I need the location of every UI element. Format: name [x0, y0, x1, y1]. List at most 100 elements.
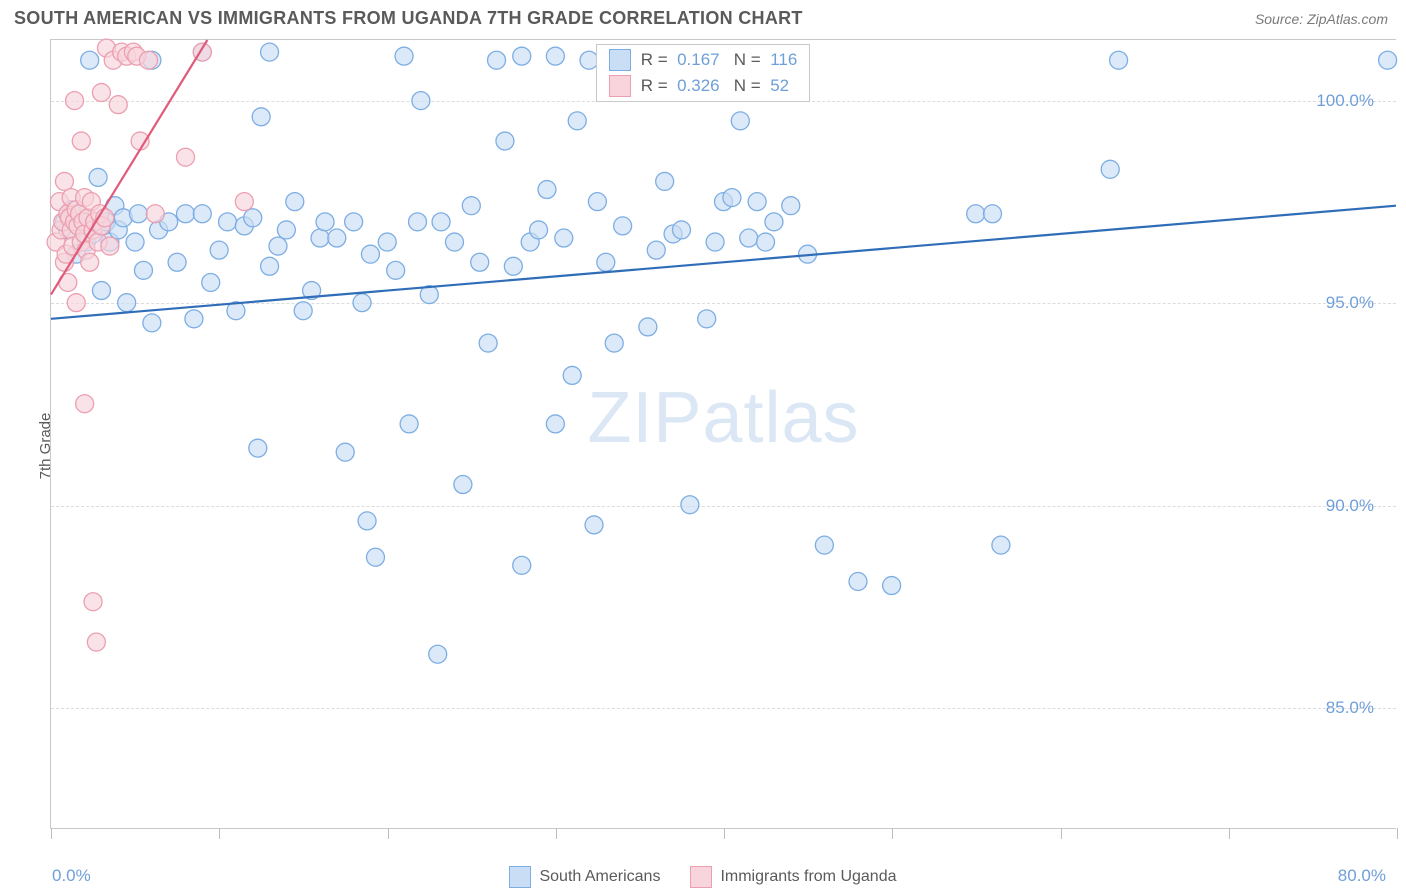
data-point	[261, 43, 279, 61]
stats-row: R = 0.326 N = 52	[597, 73, 810, 99]
data-point	[219, 213, 237, 231]
data-point	[731, 112, 749, 130]
data-point	[614, 217, 632, 235]
chart-title: SOUTH AMERICAN VS IMMIGRANTS FROM UGANDA…	[14, 8, 803, 29]
data-point	[412, 92, 430, 110]
x-tick	[388, 828, 389, 839]
data-point	[202, 273, 220, 291]
x-tick	[1397, 828, 1398, 839]
data-point	[361, 245, 379, 263]
data-point	[84, 593, 102, 611]
data-point	[92, 282, 110, 300]
data-point	[400, 415, 418, 433]
data-point	[177, 148, 195, 166]
data-point	[129, 205, 147, 223]
source-label: Source: ZipAtlas.com	[1255, 11, 1388, 27]
data-point	[1379, 51, 1397, 69]
data-point	[126, 233, 144, 251]
data-point	[883, 577, 901, 595]
data-point	[76, 395, 94, 413]
data-point	[471, 253, 489, 271]
data-point	[538, 181, 556, 199]
data-point	[345, 213, 363, 231]
data-point	[269, 237, 287, 255]
data-point	[782, 197, 800, 215]
legend-item: Immigrants from Uganda	[690, 866, 896, 888]
data-point	[605, 334, 623, 352]
legend-swatch	[690, 866, 712, 888]
data-point	[504, 257, 522, 275]
data-point	[765, 213, 783, 231]
data-point	[555, 229, 573, 247]
chart-plot-area: 85.0%90.0%95.0%100.0% ZIPatlas R = 0.167…	[50, 39, 1396, 829]
legend-item: South Americans	[509, 866, 660, 888]
data-point	[143, 314, 161, 332]
data-point	[479, 334, 497, 352]
data-point	[185, 310, 203, 328]
data-point	[815, 536, 833, 554]
data-point	[639, 318, 657, 336]
data-point	[277, 221, 295, 239]
data-point	[656, 172, 674, 190]
data-point	[72, 132, 90, 150]
data-point	[698, 310, 716, 328]
data-point	[261, 257, 279, 275]
data-point	[563, 366, 581, 384]
data-point	[366, 548, 384, 566]
x-tick	[1229, 828, 1230, 839]
data-point	[286, 193, 304, 211]
data-point	[55, 172, 73, 190]
data-point	[409, 213, 427, 231]
data-point	[387, 261, 405, 279]
data-point	[454, 476, 472, 494]
x-tick	[556, 828, 557, 839]
data-point	[66, 92, 84, 110]
data-point	[101, 237, 119, 255]
data-point	[252, 108, 270, 126]
series-swatch	[609, 49, 631, 71]
data-point	[87, 633, 105, 651]
data-point	[530, 221, 548, 239]
data-point	[429, 645, 447, 663]
stats-legend-box: R = 0.167 N = 116 R = 0.326 N = 52	[596, 44, 811, 102]
data-point	[109, 96, 127, 114]
stats-text: R = 0.167 N = 116	[641, 50, 798, 70]
data-point	[378, 233, 396, 251]
data-point	[244, 209, 262, 227]
data-point	[395, 47, 413, 65]
data-point	[81, 51, 99, 69]
data-point	[992, 536, 1010, 554]
data-point	[723, 189, 741, 207]
data-point	[967, 205, 985, 223]
x-tick	[892, 828, 893, 839]
legend-swatch	[509, 866, 531, 888]
data-point	[294, 302, 312, 320]
data-point	[513, 556, 531, 574]
data-point	[177, 205, 195, 223]
data-point	[67, 294, 85, 312]
data-point	[249, 439, 267, 457]
data-point	[358, 512, 376, 530]
data-point	[140, 51, 158, 69]
legend-label: South Americans	[539, 868, 660, 886]
data-point	[647, 241, 665, 259]
bottom-legend: South Americans Immigrants from Uganda	[0, 866, 1406, 888]
data-point	[740, 229, 758, 247]
data-point	[89, 168, 107, 186]
data-point	[597, 253, 615, 271]
data-point	[92, 84, 110, 102]
x-tick	[1061, 828, 1062, 839]
data-point	[432, 213, 450, 231]
data-point	[118, 294, 136, 312]
data-point	[210, 241, 228, 259]
data-point	[193, 205, 211, 223]
data-point	[585, 516, 603, 534]
data-point	[546, 47, 564, 65]
data-point	[706, 233, 724, 251]
data-point	[672, 221, 690, 239]
data-point	[681, 496, 699, 514]
stats-text: R = 0.326 N = 52	[641, 76, 789, 96]
data-point	[496, 132, 514, 150]
data-point	[134, 261, 152, 279]
data-point	[336, 443, 354, 461]
